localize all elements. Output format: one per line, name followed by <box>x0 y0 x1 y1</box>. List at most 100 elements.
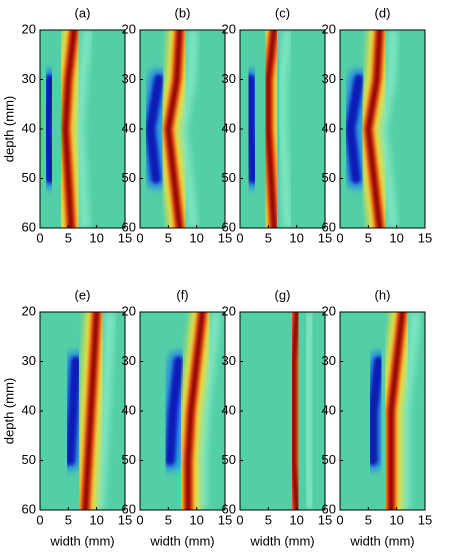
y-tick-label: 60 <box>122 501 136 516</box>
panel-title: (f) <box>176 287 188 302</box>
x-tick-label: 10 <box>289 512 303 527</box>
hot-core <box>165 30 183 228</box>
y-tick-label: 50 <box>122 452 136 467</box>
x-tick-label: 5 <box>365 230 372 245</box>
y-tick-label: 60 <box>222 501 236 516</box>
light-band <box>302 312 316 510</box>
hot-core <box>291 312 300 510</box>
panel-title: (b) <box>175 5 191 20</box>
x-tick-label: 15 <box>418 512 432 527</box>
y-tick-label: 20 <box>322 21 336 36</box>
y-axis-label: depth (mm) <box>1 96 16 162</box>
y-tick-label: 60 <box>22 501 36 516</box>
y-tick-label: 40 <box>322 402 336 417</box>
x-tick-label: 5 <box>365 512 372 527</box>
y-tick-label: 40 <box>222 120 236 135</box>
cool-core <box>65 356 81 466</box>
y-tick-label: 50 <box>122 170 136 185</box>
light-band <box>94 312 116 510</box>
y-tick-label: 40 <box>322 120 336 135</box>
x-axis-label: width (mm) <box>49 533 114 548</box>
cool-core <box>42 74 56 184</box>
x-tick-label: 0 <box>36 230 43 245</box>
heatmap-image <box>240 312 325 510</box>
y-tick-label: 30 <box>22 71 36 86</box>
light-band <box>74 30 93 228</box>
y-tick-label: 50 <box>322 170 336 185</box>
y-tick-label: 60 <box>222 219 236 234</box>
x-tick-label: 10 <box>89 230 103 245</box>
panel-title: (c) <box>275 5 290 20</box>
cool-core <box>165 356 184 466</box>
panel-title: (a) <box>75 5 91 20</box>
y-tick-label: 20 <box>222 303 236 318</box>
x-axis-label: width (mm) <box>149 533 214 548</box>
x-tick-label: 0 <box>336 512 343 527</box>
x-tick-label: 5 <box>65 230 72 245</box>
hot-core <box>62 30 77 228</box>
panel-title: (h) <box>375 287 391 302</box>
x-tick-label: 15 <box>418 230 432 245</box>
y-tick-label: 30 <box>22 353 36 368</box>
x-tick-label: 0 <box>136 512 143 527</box>
hot-core <box>265 30 277 228</box>
x-tick-label: 15 <box>318 230 332 245</box>
x-tick-label: 5 <box>65 512 72 527</box>
y-tick-label: 60 <box>322 501 336 516</box>
x-tick-label: 0 <box>236 230 243 245</box>
y-tick-label: 20 <box>322 303 336 318</box>
y-tick-label: 20 <box>122 21 136 36</box>
heatmap-image <box>40 312 125 510</box>
panel-title: (d) <box>375 5 391 20</box>
x-tick-label: 10 <box>289 230 303 245</box>
x-tick-label: 5 <box>265 230 272 245</box>
cool-core <box>368 356 384 466</box>
x-tick-label: 10 <box>189 230 203 245</box>
cool-core <box>345 74 364 184</box>
x-tick-label: 5 <box>165 230 172 245</box>
x-tick-label: 15 <box>218 230 232 245</box>
x-tick-label: 0 <box>336 230 343 245</box>
y-tick-label: 30 <box>322 353 336 368</box>
x-tick-label: 0 <box>236 512 243 527</box>
light-band <box>277 30 293 228</box>
y-tick-label: 40 <box>22 120 36 135</box>
x-axis-label: width (mm) <box>349 533 414 548</box>
y-tick-label: 40 <box>22 402 36 417</box>
y-tick-label: 60 <box>322 219 336 234</box>
panel-title: (g) <box>275 287 291 302</box>
panel-title: (e) <box>75 287 91 302</box>
hot-core <box>365 30 383 228</box>
x-tick-label: 15 <box>118 230 132 245</box>
x-tick-label: 10 <box>389 230 403 245</box>
x-tick-label: 15 <box>318 512 332 527</box>
y-tick-label: 50 <box>222 452 236 467</box>
x-tick-label: 0 <box>136 230 143 245</box>
y-tick-label: 50 <box>22 170 36 185</box>
y-tick-label: 20 <box>122 303 136 318</box>
y-tick-label: 40 <box>122 120 136 135</box>
light-band <box>400 312 422 510</box>
y-tick-label: 50 <box>322 452 336 467</box>
heatmap-image <box>340 312 425 510</box>
heatmap-image <box>140 312 225 510</box>
x-tick-label: 10 <box>189 512 203 527</box>
y-tick-label: 40 <box>122 402 136 417</box>
y-tick-label: 30 <box>122 71 136 86</box>
heatmap-image <box>340 30 425 228</box>
hot-core <box>82 312 100 510</box>
hot-core <box>388 312 405 510</box>
y-tick-label: 20 <box>22 21 36 36</box>
heatmap-image <box>140 30 225 228</box>
x-tick-label: 10 <box>389 512 403 527</box>
y-tick-label: 30 <box>222 353 236 368</box>
x-tick-label: 5 <box>165 512 172 527</box>
y-tick-label: 30 <box>322 71 336 86</box>
y-tick-label: 30 <box>222 71 236 86</box>
x-tick-label: 15 <box>118 512 132 527</box>
x-tick-label: 15 <box>218 512 232 527</box>
light-band <box>377 30 399 228</box>
x-tick-label: 10 <box>89 512 103 527</box>
y-axis-label: depth (mm) <box>1 378 16 444</box>
light-band <box>197 312 222 510</box>
